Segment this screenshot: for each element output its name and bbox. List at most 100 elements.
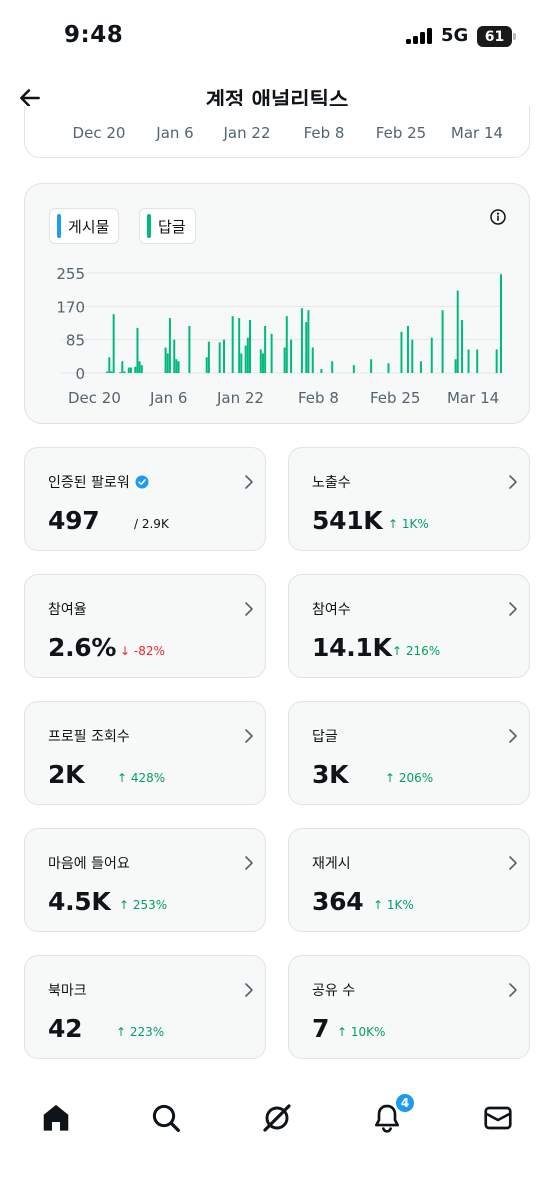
stat-card[interactable]: 북마크 42 ↑ 223% [24,955,266,1059]
legend-replies-label: 답글 [158,217,186,236]
x-tick-label: Dec 20 [68,389,121,407]
replies-bar-chart: 255 170 85 0 Dec 20 Jan 6 Jan 22 Feb 8 Feb 25 Mar… [56,265,502,407]
chart-bar [411,339,414,373]
stat-card[interactable]: 참여수 14.1K ↑ 216% [288,574,530,678]
y-tick-label: 85 [66,332,85,350]
chart-bar [121,361,124,373]
verified-badge-icon [135,475,149,489]
chart-bar [331,361,334,373]
search-icon [152,1104,180,1132]
stat-total: / 2.9K [134,517,169,531]
top-x-tick: Feb 25 [375,124,427,142]
nav-notifications[interactable] [367,1098,407,1138]
stat-label-text: 참여수 [312,602,351,618]
chart-bar [106,371,109,373]
chart-bar [240,353,243,373]
chart-bar [246,337,249,373]
top-x-tick: Jan 22 [223,124,271,142]
top-x-tick: Mar 14 [450,124,504,142]
stat-card[interactable]: 재게시 364 ↑ 1K% [288,828,530,932]
chevron-right-icon [245,602,253,616]
stat-value: 2.6% [48,633,117,662]
network-label: 5G [441,25,469,46]
stat-label-text: 북마크 [48,983,87,999]
chart-bar [476,349,479,373]
stat-card[interactable]: 노출수 541K ↑ 1K% [288,447,530,551]
grok-icon [263,1104,291,1132]
legend-posts-toggle[interactable]: 게시물 [49,208,120,244]
status-time: 9:48 [64,22,124,48]
top-x-tick: Dec 20 [72,124,126,142]
chart-bar [119,372,122,373]
bottom-nav [0,1090,554,1150]
stat-card[interactable]: 마음에 들어요 4.5K ↑ 253% [24,828,266,932]
stat-label-text: 공유 수 [312,983,356,999]
chart-bar [300,308,303,373]
chart-bar [207,341,210,373]
stat-label: 참여수 [312,599,351,619]
status-bar: 9:48 5G 61 [0,0,554,70]
stat-card[interactable]: 참여율 2.6% ↓ -82% [24,574,266,678]
info-icon[interactable] [489,208,507,226]
nav-grok[interactable] [257,1098,297,1138]
stat-change: ↑ 206% [385,771,434,785]
stat-card[interactable]: 인증된 팔로워 497 / 2.9K [24,447,266,551]
stat-label: 인증된 팔로워 [48,472,149,492]
stat-card[interactable]: 공유 수 7 ↑ 10K% [288,955,530,1059]
chart-bar [370,359,373,373]
stat-label: 마음에 들어요 [48,853,130,873]
chart-bar [352,365,355,373]
chart-bar [112,314,115,373]
legend-posts-swatch [57,214,61,238]
chart-bar [134,366,137,373]
x-tick-label: Feb 25 [370,389,420,407]
chevron-right-icon [509,983,517,997]
stat-value: 14.1K [312,633,392,662]
home-icon [43,1104,69,1131]
chart-bar [205,357,208,373]
stat-value: 7 [312,1014,330,1043]
chart-bar [177,361,180,373]
stat-value: 497 [48,506,100,535]
chart-bar [430,337,433,373]
chart-bar [129,367,132,373]
nav-home[interactable] [36,1098,76,1138]
stat-change: ↓ -82% [120,644,165,658]
x-tick-label: Feb 8 [298,389,339,407]
stat-label-text: 재게시 [312,856,351,872]
chart-bar [108,357,111,373]
stat-change: ↑ 1K% [373,898,414,912]
chart-bar [188,325,191,373]
battery-icon: 61 [477,26,517,47]
stat-label: 참여율 [48,599,87,619]
chart-bar [223,339,226,373]
x-tick-label: Mar 14 [447,389,499,407]
chevron-right-icon [245,983,253,997]
chevron-right-icon [245,475,253,489]
nav-messages[interactable] [478,1098,518,1138]
chart-bar [270,333,273,373]
stat-label-text: 인증된 팔로워 [48,475,130,491]
stat-card[interactable]: 답글 3K ↑ 206% [288,701,530,805]
chart-bar [264,325,267,373]
chart-bar [320,369,323,373]
chart-bar [461,320,464,373]
legend-posts-label: 게시물 [68,217,110,236]
stat-label-text: 노출수 [312,475,351,491]
stat-card[interactable]: 프로필 조회수 2K ↑ 428% [24,701,266,805]
stat-change: ↑ 10K% [337,1025,386,1039]
chart-bar [136,327,139,373]
chart-bar [164,347,167,373]
back-button[interactable] [12,80,48,116]
chevron-right-icon [245,729,253,743]
chart-bar [454,359,457,373]
chart-bar [261,353,264,373]
top-chart-x-axis: Dec 20 Jan 6 Jan 22 Feb 8 Feb 25 Mar 14 [0,124,554,144]
nav-search[interactable] [146,1098,186,1138]
chart-bar [168,318,171,373]
stat-label: 노출수 [312,472,351,492]
stat-label: 북마크 [48,980,87,1000]
stat-change: ↑ 428% [117,771,166,785]
legend-replies-toggle[interactable]: 답글 [139,208,196,244]
chart-bar [231,316,234,373]
